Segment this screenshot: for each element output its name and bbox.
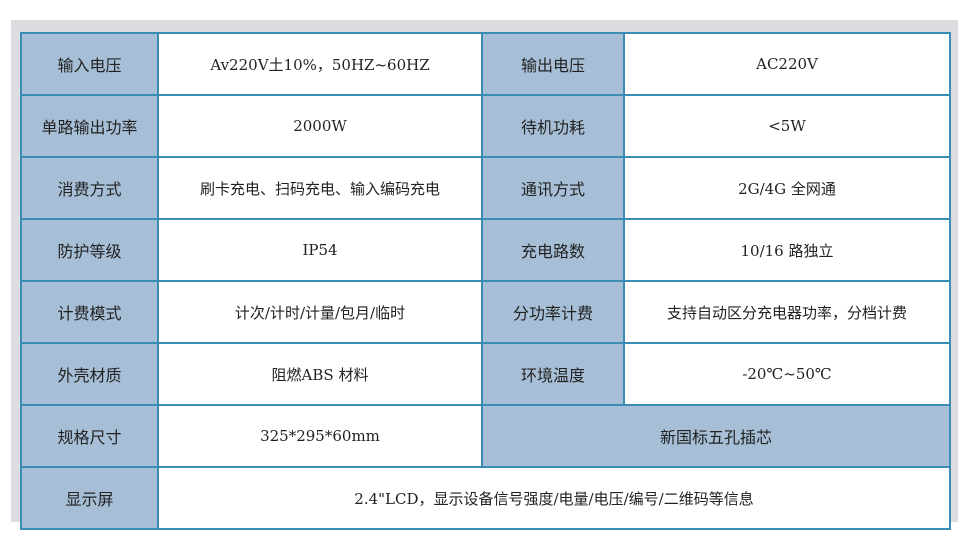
spec-label: 计费模式 (20, 280, 159, 344)
spec-label: 消费方式 (20, 156, 159, 220)
spec-value: 2G/4G 全网通 (623, 156, 951, 220)
spec-value: <5W (623, 94, 951, 158)
spec-label: 规格尺寸 (20, 404, 159, 468)
spec-label: 防护等级 (20, 218, 159, 282)
spec-value: 阻燃ABS 材料 (157, 342, 483, 406)
table-row: 规格尺寸 325*295*60mm 新国标五孔插芯 (20, 404, 951, 468)
spec-value: 支持自动区分充电器功率，分档计费 (623, 280, 951, 344)
table-row: 外壳材质 阻燃ABS 材料 环境温度 -20℃~50℃ (20, 342, 951, 406)
spec-value: 2.4"LCD，显示设备信号强度/电量/电压/编号/二维码等信息 (157, 466, 951, 530)
spec-label: 通讯方式 (481, 156, 625, 220)
spec-value: 325*295*60mm (157, 404, 483, 468)
spec-value: -20℃~50℃ (623, 342, 951, 406)
table-row: 单路输出功率 2000W 待机功耗 <5W (20, 94, 951, 158)
table-row: 计费模式 计次/计时/计量/包月/临时 分功率计费 支持自动区分充电器功率，分档… (20, 280, 951, 344)
table-row: 防护等级 IP54 充电路数 10/16 路独立 (20, 218, 951, 282)
spec-label: 显示屏 (20, 466, 159, 530)
spec-label: 分功率计费 (481, 280, 625, 344)
table-row: 输入电压 Av220V土10%，50HZ~60HZ 输出电压 AC220V (20, 32, 951, 96)
spec-label: 单路输出功率 (20, 94, 159, 158)
spec-value: IP54 (157, 218, 483, 282)
spec-value: 刷卡充电、扫码充电、输入编码充电 (157, 156, 483, 220)
spec-label: 输出电压 (481, 32, 625, 96)
spec-value: 10/16 路独立 (623, 218, 951, 282)
spec-label: 充电路数 (481, 218, 625, 282)
spec-label: 待机功耗 (481, 94, 625, 158)
spec-label: 输入电压 (20, 32, 159, 96)
spec-value: 计次/计时/计量/包月/临时 (157, 280, 483, 344)
spec-label: 新国标五孔插芯 (481, 404, 951, 468)
table-row: 显示屏 2.4"LCD，显示设备信号强度/电量/电压/编号/二维码等信息 (20, 466, 951, 530)
spec-value: 2000W (157, 94, 483, 158)
spec-value: AC220V (623, 32, 951, 96)
spec-label: 外壳材质 (20, 342, 159, 406)
spec-label: 环境温度 (481, 342, 625, 406)
table-row: 消费方式 刷卡充电、扫码充电、输入编码充电 通讯方式 2G/4G 全网通 (20, 156, 951, 220)
spec-table: 输入电压 Av220V土10%，50HZ~60HZ 输出电压 AC220V 单路… (20, 32, 951, 530)
spec-value: Av220V土10%，50HZ~60HZ (157, 32, 483, 96)
